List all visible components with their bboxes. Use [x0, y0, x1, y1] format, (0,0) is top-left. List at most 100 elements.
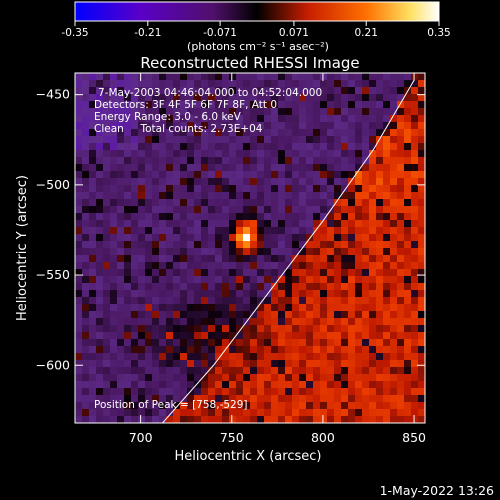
heatmap-pixel: [236, 80, 243, 87]
heatmap-pixel: [131, 192, 138, 199]
heatmap-pixel: [180, 332, 187, 339]
heatmap-pixel: [229, 332, 236, 339]
heatmap-pixel: [320, 192, 327, 199]
heatmap-pixel: [89, 367, 96, 374]
heatmap-pixel: [320, 402, 327, 409]
heatmap-pixel: [355, 94, 362, 101]
heatmap-pixel: [411, 101, 418, 108]
heatmap-pixel: [89, 283, 96, 290]
heatmap-pixel: [173, 409, 180, 416]
heatmap-pixel: [75, 150, 82, 157]
heatmap-pixel: [222, 409, 229, 416]
heatmap-pixel: [152, 150, 159, 157]
heatmap-pixel: [390, 290, 397, 297]
heatmap-pixel: [334, 199, 341, 206]
heatmap-pixel: [145, 227, 152, 234]
heatmap-pixel: [187, 346, 194, 353]
heatmap-pixel: [187, 339, 194, 346]
heatmap-pixel: [229, 290, 236, 297]
heatmap-pixel: [292, 262, 299, 269]
heatmap-pixel: [243, 339, 250, 346]
heatmap-pixel: [264, 227, 271, 234]
heatmap-pixel: [103, 73, 110, 80]
heatmap-pixel: [418, 388, 425, 395]
heatmap-pixel: [96, 304, 103, 311]
x-tick-label: 750: [220, 430, 244, 445]
heatmap-pixel: [285, 269, 292, 276]
heatmap-pixel: [145, 374, 152, 381]
heatmap-pixel: [334, 388, 341, 395]
heatmap-pixel: [327, 227, 334, 234]
heatmap-pixel: [320, 241, 327, 248]
heatmap-pixel: [250, 206, 257, 213]
heatmap-pixel: [362, 115, 369, 122]
heatmap-pixel: [89, 122, 96, 129]
heatmap-pixel: [117, 171, 124, 178]
heatmap-pixel: [194, 80, 201, 87]
heatmap-pixel: [159, 171, 166, 178]
heatmap-pixel: [271, 94, 278, 101]
heatmap-pixel: [341, 339, 348, 346]
heatmap-pixel: [397, 150, 404, 157]
heatmap-pixel: [75, 255, 82, 262]
heatmap-pixel: [82, 241, 89, 248]
heatmap-pixel: [320, 136, 327, 143]
heatmap-pixel: [383, 283, 390, 290]
heatmap-pixel: [390, 269, 397, 276]
heatmap-pixel: [103, 185, 110, 192]
heatmap-pixel: [103, 192, 110, 199]
heatmap-pixel: [376, 276, 383, 283]
heatmap-pixel: [222, 283, 229, 290]
heatmap-pixel: [362, 402, 369, 409]
heatmap-pixel: [166, 276, 173, 283]
heatmap-pixel: [285, 150, 292, 157]
heatmap-pixel: [89, 360, 96, 367]
heatmap-pixel: [362, 262, 369, 269]
heatmap-pixel: [166, 164, 173, 171]
heatmap-pixel: [320, 283, 327, 290]
heatmap-pixel: [397, 283, 404, 290]
heatmap-pixel: [173, 374, 180, 381]
heatmap-pixel: [334, 115, 341, 122]
heatmap-pixel: [285, 353, 292, 360]
heatmap-pixel: [152, 192, 159, 199]
heatmap-pixel: [180, 367, 187, 374]
heatmap-pixel: [299, 402, 306, 409]
heatmap-pixel: [201, 311, 208, 318]
heatmap-pixel: [397, 87, 404, 94]
heatmap-pixel: [271, 136, 278, 143]
heatmap-pixel: [187, 402, 194, 409]
heatmap-pixel: [397, 122, 404, 129]
heatmap-pixel: [285, 255, 292, 262]
heatmap-pixel: [390, 234, 397, 241]
heatmap-pixel: [138, 150, 145, 157]
heatmap-pixel: [117, 178, 124, 185]
heatmap-pixel: [208, 150, 215, 157]
heatmap-pixel: [131, 80, 138, 87]
heatmap-pixel: [369, 304, 376, 311]
heatmap-pixel: [208, 129, 215, 136]
heatmap-pixel: [299, 213, 306, 220]
heatmap-pixel: [117, 220, 124, 227]
heatmap-pixel: [103, 122, 110, 129]
heatmap-pixel: [138, 318, 145, 325]
heatmap-pixel: [243, 255, 250, 262]
heatmap-pixel: [397, 353, 404, 360]
heatmap-pixel: [180, 220, 187, 227]
heatmap-pixel: [390, 143, 397, 150]
heatmap-pixel: [397, 213, 404, 220]
heatmap-pixel: [166, 409, 173, 416]
heatmap-pixel: [117, 150, 124, 157]
heatmap-pixel: [75, 185, 82, 192]
heatmap-pixel: [355, 178, 362, 185]
heatmap-pixel: [145, 115, 152, 122]
heatmap-pixel: [152, 80, 159, 87]
heatmap-pixel: [96, 346, 103, 353]
heatmap-pixel: [103, 395, 110, 402]
heatmap-pixel: [397, 339, 404, 346]
heatmap-pixel: [369, 402, 376, 409]
heatmap-pixel: [138, 101, 145, 108]
heatmap-pixel: [355, 402, 362, 409]
heatmap-pixel: [327, 297, 334, 304]
heatmap-pixel: [362, 374, 369, 381]
